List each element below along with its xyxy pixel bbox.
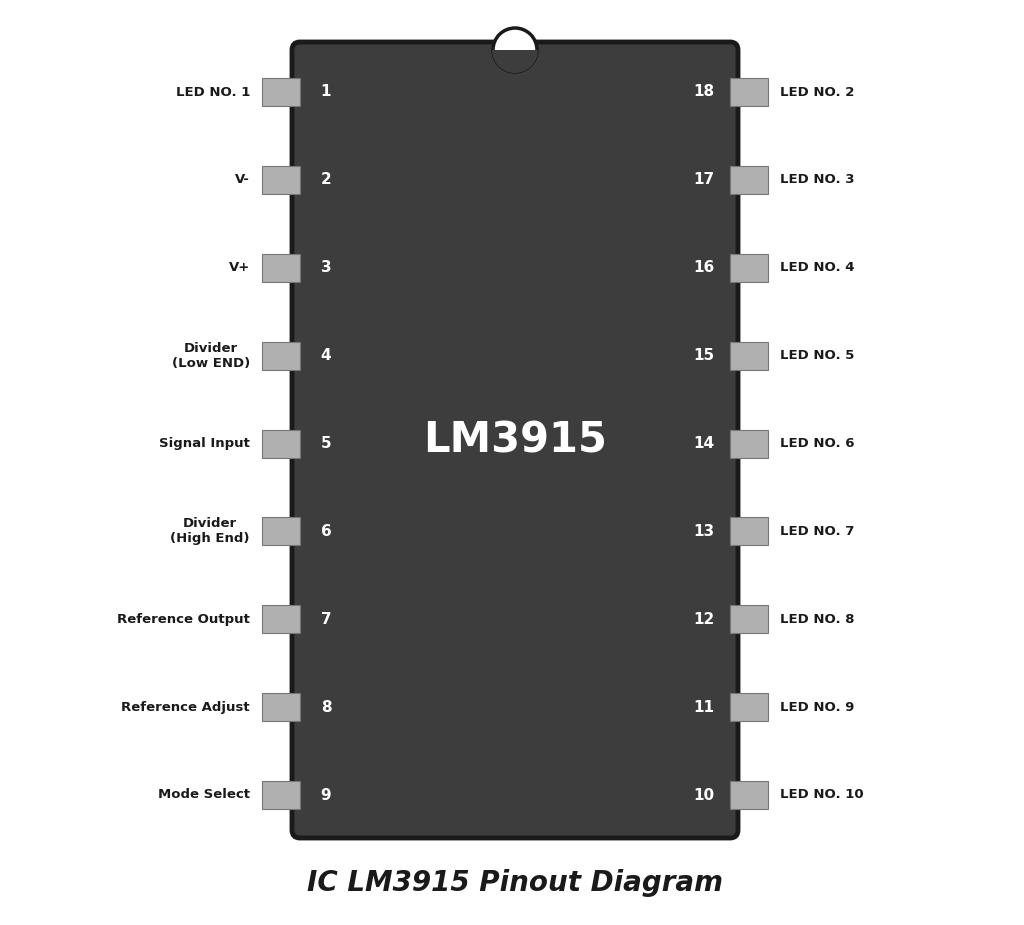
Wedge shape — [492, 50, 538, 73]
Text: 6: 6 — [321, 524, 332, 539]
Text: LED NO. 9: LED NO. 9 — [780, 700, 854, 713]
Bar — [730, 781, 768, 809]
Text: 4: 4 — [321, 348, 332, 364]
Bar — [262, 341, 300, 370]
Text: Divider
(High End): Divider (High End) — [171, 517, 250, 546]
Text: 5: 5 — [321, 436, 332, 451]
Text: 11: 11 — [693, 699, 715, 715]
Text: V-: V- — [236, 173, 250, 186]
Text: Reference Output: Reference Output — [117, 612, 250, 625]
Bar — [262, 429, 300, 458]
Text: IC LM3915 Pinout Diagram: IC LM3915 Pinout Diagram — [307, 869, 723, 897]
Text: 14: 14 — [693, 436, 715, 451]
Text: 1: 1 — [321, 84, 331, 100]
Text: 10: 10 — [693, 787, 715, 803]
Text: LED NO. 8: LED NO. 8 — [780, 612, 854, 625]
Bar — [262, 517, 300, 546]
Text: 15: 15 — [693, 348, 715, 364]
Bar — [262, 253, 300, 282]
Bar — [730, 693, 768, 722]
Text: LED NO. 3: LED NO. 3 — [780, 173, 854, 186]
Bar — [730, 78, 768, 106]
Bar — [262, 166, 300, 194]
Text: 8: 8 — [321, 699, 332, 715]
Text: LED NO. 1: LED NO. 1 — [176, 85, 250, 98]
Text: Divider
(Low END): Divider (Low END) — [172, 341, 250, 370]
Text: LED NO. 7: LED NO. 7 — [780, 524, 854, 537]
Text: LED NO. 10: LED NO. 10 — [780, 788, 863, 801]
Bar — [730, 253, 768, 282]
Bar — [262, 605, 300, 634]
Bar — [262, 781, 300, 809]
Text: LED NO. 6: LED NO. 6 — [780, 437, 854, 450]
Text: 17: 17 — [693, 172, 715, 188]
Bar — [730, 429, 768, 458]
Bar — [730, 605, 768, 634]
Text: Signal Input: Signal Input — [159, 437, 250, 450]
Circle shape — [493, 28, 537, 72]
Text: LM3915: LM3915 — [423, 419, 607, 461]
Text: V+: V+ — [228, 261, 250, 274]
Text: 2: 2 — [321, 172, 332, 188]
Text: 18: 18 — [693, 84, 715, 100]
Text: 12: 12 — [693, 611, 715, 627]
Text: 13: 13 — [693, 524, 715, 539]
Bar — [262, 693, 300, 722]
Text: LED NO. 4: LED NO. 4 — [780, 261, 854, 274]
Text: 16: 16 — [693, 260, 715, 276]
Bar — [730, 517, 768, 546]
Text: LED NO. 2: LED NO. 2 — [780, 85, 854, 98]
Text: Mode Select: Mode Select — [158, 788, 250, 801]
Bar — [730, 166, 768, 194]
FancyBboxPatch shape — [292, 42, 738, 838]
Text: 9: 9 — [321, 787, 332, 803]
Bar — [262, 78, 300, 106]
Text: 7: 7 — [321, 611, 332, 627]
Text: 3: 3 — [321, 260, 332, 276]
Text: LED NO. 5: LED NO. 5 — [780, 349, 854, 362]
Bar — [730, 341, 768, 370]
Text: Reference Adjust: Reference Adjust — [122, 700, 250, 713]
